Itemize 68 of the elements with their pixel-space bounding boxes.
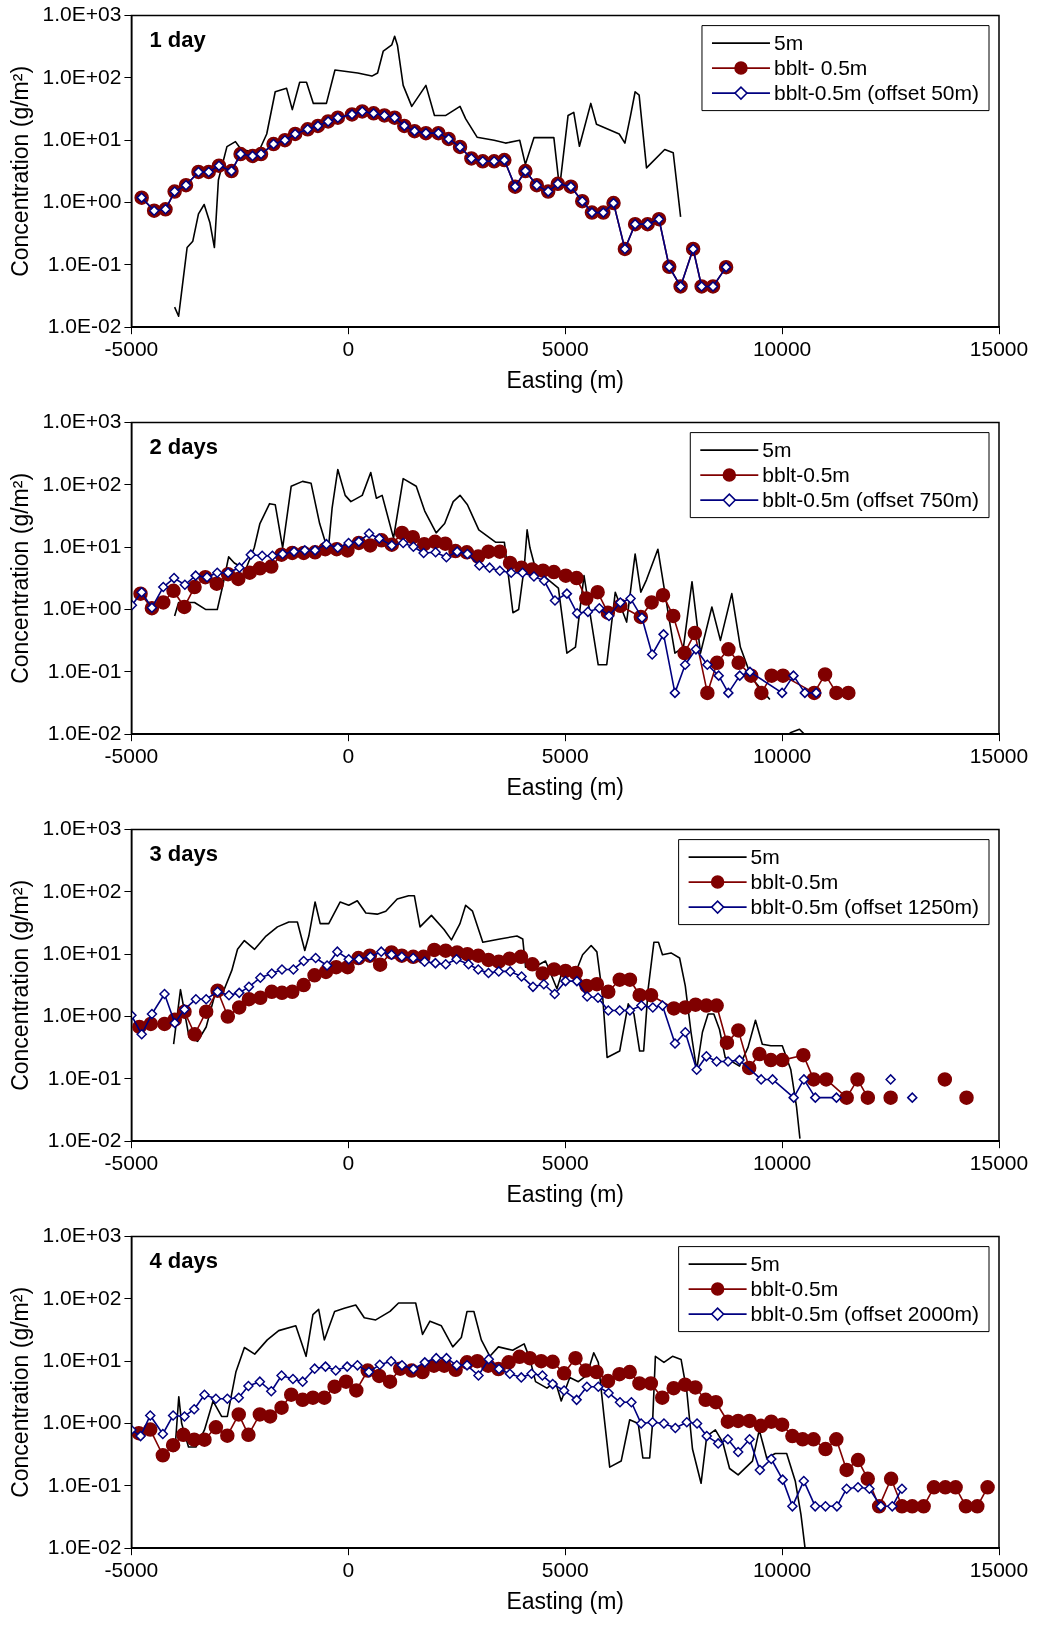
y-tick-label: 1.0E-01 — [47, 1472, 122, 1496]
x-tick-label: 15000 — [969, 1150, 1029, 1174]
y-tick-label: 1.0E+01 — [42, 534, 122, 558]
x-tick-label: 5000 — [541, 1150, 589, 1174]
y-tick-label: 1.0E+00 — [42, 1410, 122, 1434]
y-tick-label: 1.0E-02 — [47, 1128, 122, 1151]
x-tick-label: 15000 — [969, 336, 1029, 360]
x-tick-label: 10000 — [752, 743, 812, 767]
x-tick-label: -5000 — [104, 1557, 159, 1581]
x-tick-label: 5000 — [541, 1557, 589, 1581]
legend-label: 5m — [762, 437, 792, 461]
y-tick-label: 1.0E+03 — [42, 816, 122, 840]
legend-label: bblt-0.5m — [750, 869, 839, 893]
legend-label: bblt-0.5m (offset 2000m) — [750, 1301, 980, 1325]
x-tick-label: 15000 — [969, 1557, 1029, 1581]
y-tick-label: 1.0E-01 — [47, 1065, 122, 1089]
x-tick-label: 10000 — [752, 1557, 812, 1581]
y-tick-label: 1.0E-02 — [47, 1535, 122, 1558]
y-tick-label: 1.0E+00 — [42, 1003, 122, 1027]
x-axis-title: Easting (m) — [506, 366, 625, 393]
x-tick-label: 15000 — [969, 743, 1029, 767]
y-tick-label: 1.0E+00 — [42, 596, 122, 620]
y-tick-label: 1.0E-01 — [47, 251, 122, 275]
x-axis-title: Easting (m) — [506, 773, 625, 800]
legend-label: bblt-0.5m (offset 750m) — [762, 487, 980, 511]
y-tick-label: 1.0E+01 — [42, 127, 122, 151]
legend-label: bblt- 0.5m — [773, 55, 868, 79]
x-tick-label: -5000 — [104, 336, 159, 360]
x-tick-label: 10000 — [752, 336, 812, 360]
y-axis-title: Concentration (g/m²) — [7, 1286, 34, 1498]
x-tick-label: 10000 — [752, 1150, 812, 1174]
y-tick-label: 1.0E+03 — [42, 409, 122, 433]
text: 3 days — [149, 840, 218, 866]
y-axis-title: Concentration (g/m²) — [7, 879, 34, 1091]
x-tick-label: -5000 — [104, 743, 159, 767]
legend-label: 5m — [773, 30, 804, 54]
y-tick-label: 1.0E+03 — [42, 1223, 122, 1247]
x-tick-label: 5000 — [541, 743, 589, 767]
legend-label: bblt-0.5m — [762, 462, 850, 486]
x-tick-label: -5000 — [104, 1150, 159, 1174]
legend-label: bblt-0.5m (offset 50m) — [773, 80, 979, 104]
y-tick-label: 1.0E+02 — [42, 1285, 122, 1309]
y-tick-label: 1.0E+02 — [42, 64, 122, 88]
x-tick-label: 5000 — [541, 336, 589, 360]
y-tick-label: 1.0E+02 — [42, 471, 122, 495]
y-tick-label: 1.0E+01 — [42, 1348, 122, 1372]
y-axis-title: Concentration (g/m²) — [7, 472, 34, 684]
y-tick-label: 1.0E-02 — [47, 721, 122, 744]
text: 2 days — [149, 433, 218, 459]
x-tick-label: 0 — [342, 336, 355, 360]
legend-label: bblt-0.5m — [750, 1276, 839, 1300]
x-tick-label: 0 — [342, 1557, 355, 1581]
y-tick-label: 1.0E-02 — [47, 314, 122, 337]
y-tick-label: 1.0E+03 — [42, 2, 122, 26]
x-axis-title: Easting (m) — [506, 1587, 625, 1614]
legend-label: 5m — [750, 1251, 780, 1275]
text: 1 day — [149, 26, 207, 52]
legend-label: bblt-0.5m (offset 1250m) — [750, 894, 980, 918]
y-tick-label: 1.0E+02 — [42, 878, 122, 902]
x-axis-title: Easting (m) — [506, 1180, 625, 1207]
y-tick-label: 1.0E-01 — [47, 658, 122, 682]
x-tick-label: 0 — [342, 743, 355, 767]
y-tick-label: 1.0E+00 — [42, 189, 122, 213]
y-tick-label: 1.0E+01 — [42, 941, 122, 965]
y-axis-title: Concentration (g/m²) — [7, 65, 34, 277]
legend-label: 5m — [750, 844, 780, 868]
x-tick-label: 0 — [342, 1150, 355, 1174]
text: 4 days — [149, 1247, 218, 1273]
